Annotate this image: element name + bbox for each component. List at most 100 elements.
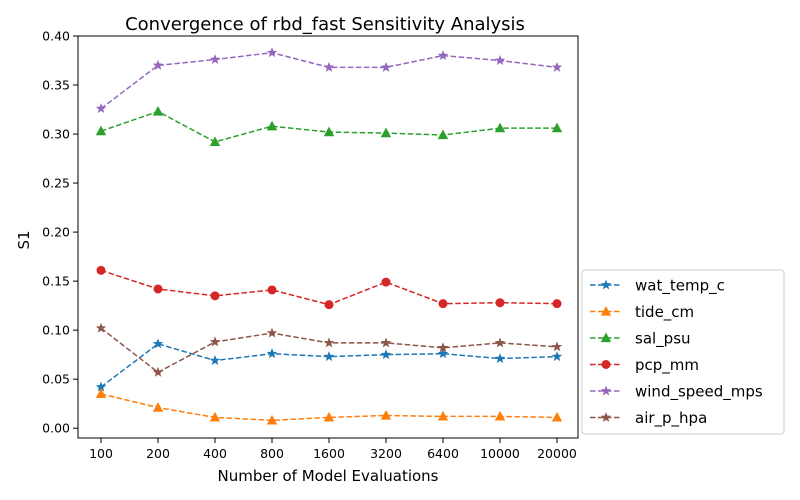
data-point — [152, 106, 164, 116]
legend-item-pcp_mm: pcp_mm — [590, 356, 699, 375]
data-point — [380, 349, 392, 360]
legend-box — [581, 269, 785, 435]
legend-marker — [600, 279, 612, 290]
data-point — [437, 348, 449, 359]
series-air_p_hpa — [95, 322, 563, 377]
y-axis-label: S1 — [15, 230, 33, 249]
data-point — [266, 348, 278, 359]
y-tick-label: 0.10 — [42, 323, 70, 338]
legend-label: pcp_mm — [635, 356, 699, 375]
data-point — [551, 61, 563, 72]
y-tick-label: 0.25 — [42, 176, 70, 191]
data-point — [494, 122, 506, 133]
legend-item-wind_speed_mps: wind_speed_mps — [590, 383, 763, 402]
plot-area — [77, 35, 579, 439]
data-point — [494, 337, 506, 348]
y-tick-label: 0.30 — [42, 127, 70, 142]
data-point — [323, 126, 335, 137]
legend-label: sal_psu — [635, 330, 691, 349]
data-point — [380, 337, 392, 348]
data-point — [152, 366, 164, 377]
x-tick-label: 200 — [146, 446, 170, 461]
data-point — [95, 125, 107, 136]
data-point — [323, 337, 335, 348]
data-point — [381, 277, 391, 287]
series-tide_cm — [95, 388, 563, 425]
data-point — [209, 54, 221, 64]
data-point — [438, 299, 448, 309]
x-tick-label: 100 — [89, 446, 113, 461]
chart-title: Convergence of rbd_fast Sensitivity Anal… — [125, 14, 525, 35]
series-wat_temp_c — [95, 338, 563, 392]
data-point — [323, 411, 335, 422]
legend-marker — [600, 306, 612, 316]
data-point — [209, 136, 221, 147]
data-point — [437, 342, 449, 353]
legend-item-wat_temp_c: wat_temp_c — [590, 277, 725, 296]
data-point — [323, 351, 335, 362]
data-point — [266, 120, 278, 131]
data-point — [95, 388, 107, 398]
legend-item-air_p_hpa: air_p_hpa — [590, 409, 707, 428]
data-point — [95, 322, 107, 333]
series-layer — [95, 47, 563, 425]
data-point — [209, 355, 221, 365]
series-pcp_mm — [96, 265, 562, 310]
data-point — [494, 353, 506, 364]
data-point — [437, 129, 449, 140]
x-axis: 100 200 400 800 1600 3200 6400 10000 20000 — [89, 438, 577, 461]
data-point — [153, 284, 163, 294]
legend-marker — [600, 385, 612, 396]
data-point — [266, 327, 278, 338]
data-point — [152, 402, 164, 412]
x-axis-label: Number of Model Evaluations — [217, 467, 438, 485]
x-tick-label: 20000 — [537, 446, 577, 461]
data-point — [551, 122, 563, 133]
data-point — [266, 414, 278, 425]
legend-marker — [600, 332, 612, 343]
data-point — [380, 409, 392, 420]
data-point — [95, 103, 107, 114]
y-tick-label: 0.20 — [42, 225, 70, 240]
x-tick-label: 400 — [203, 446, 227, 461]
legend-label: tide_cm — [635, 303, 694, 322]
data-point — [95, 381, 107, 392]
legend-marker — [601, 360, 611, 369]
y-tick-label: 0.15 — [42, 274, 70, 289]
legend: wat_temp_c tide_cm sal_psu pcp_mm wind_speed… — [581, 269, 785, 435]
data-point — [96, 265, 106, 275]
data-point — [495, 298, 505, 308]
legend-item-tide_cm: tide_cm — [590, 303, 694, 322]
data-point — [209, 411, 221, 422]
data-point — [552, 299, 562, 309]
data-point — [210, 291, 220, 301]
y-tick-label: 0.05 — [42, 372, 70, 387]
data-point — [152, 338, 164, 349]
y-tick-label: 0.35 — [42, 78, 70, 93]
data-point — [380, 127, 392, 138]
data-point — [324, 300, 334, 310]
x-tick-label: 800 — [260, 446, 284, 461]
data-point — [266, 47, 278, 58]
data-point — [551, 351, 563, 362]
data-point — [437, 410, 449, 421]
data-point — [267, 285, 277, 295]
legend-label: wat_temp_c — [635, 277, 725, 296]
data-point — [209, 336, 221, 347]
x-tick-label: 6400 — [427, 446, 459, 461]
x-tick-label: 3200 — [370, 446, 402, 461]
legend-label: air_p_hpa — [635, 409, 707, 428]
data-point — [323, 61, 335, 72]
y-axis: 0.00 0.05 0.10 0.15 0.20 0.25 0.30 0.35 0.40 — [42, 29, 78, 436]
data-point — [551, 341, 563, 352]
x-tick-label: 10000 — [480, 446, 520, 461]
series-wind_speed_mps — [95, 47, 563, 114]
y-tick-label: 0.00 — [42, 421, 70, 436]
data-point — [437, 50, 449, 61]
data-point — [494, 55, 506, 65]
y-tick-label: 0.40 — [42, 29, 70, 44]
legend-marker — [600, 412, 612, 422]
legend-label: wind_speed_mps — [635, 383, 763, 402]
x-tick-label: 1600 — [313, 446, 345, 461]
